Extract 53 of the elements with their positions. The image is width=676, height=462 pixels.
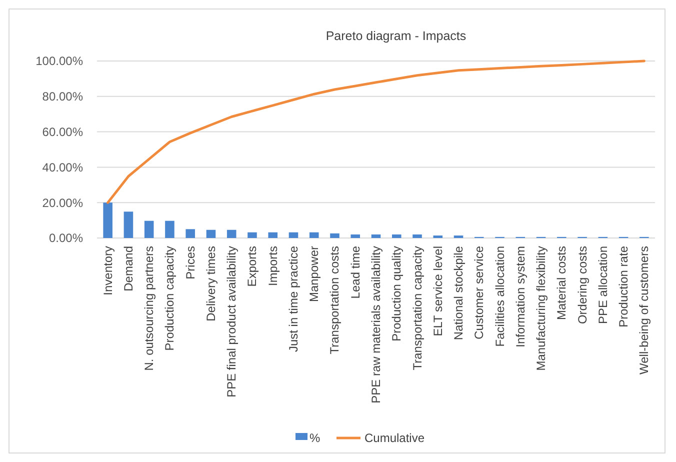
x-tick-label: Demand	[121, 246, 136, 292]
bar	[330, 233, 340, 238]
bar	[392, 234, 402, 238]
bar	[165, 220, 174, 238]
legend-label: Cumulative	[364, 431, 425, 445]
x-tick-label: Transportation costs	[328, 246, 342, 354]
x-tick-label: Inventory	[100, 246, 115, 296]
x-tick-label: Production capacity	[162, 246, 177, 351]
x-tick-label: ELT service level	[430, 246, 445, 336]
bar	[309, 232, 319, 238]
bar	[350, 234, 360, 238]
bar	[186, 229, 195, 238]
x-tick-label: Material costs	[554, 246, 569, 320]
x-tick-label: Manufacturing flexibility	[534, 246, 548, 371]
x-tick-label: Exports	[245, 246, 260, 287]
x-tick-label: Facilities allocation	[492, 246, 507, 347]
bar	[412, 234, 422, 238]
x-tick-label: N. outsourcing partners	[142, 246, 156, 371]
x-tick-label: Customer service	[472, 246, 486, 340]
x-tick-label: PPE final product availability	[224, 246, 239, 398]
bar	[226, 230, 236, 238]
x-tick-label: Ordering costs	[575, 246, 590, 324]
y-tick-label: 20.00%	[42, 196, 84, 210]
chart-title: Pareto diagram - Impacts	[326, 29, 466, 43]
bar	[248, 232, 257, 238]
x-tick-label: Transportation capacity	[410, 246, 424, 370]
y-tick-label: 40.00%	[42, 160, 84, 174]
bar	[144, 220, 154, 238]
bar	[124, 212, 134, 238]
x-tick-label: Production quality	[390, 246, 404, 342]
x-tick-label: Imports	[266, 246, 280, 286]
bar	[268, 232, 278, 238]
x-tick-label: Production rate	[616, 246, 631, 328]
y-tick-label: 0.00%	[48, 231, 84, 246]
x-tick-label: Just in time practice	[286, 246, 300, 352]
x-tick-label: Prices	[183, 246, 198, 280]
x-tick-label: Information system	[513, 246, 528, 348]
y-tick-label: 100.00%	[36, 54, 84, 68]
x-tick-label: Delivery times	[204, 246, 218, 322]
y-tick-label: 60.00%	[42, 125, 84, 139]
x-tick-label: Manpower	[307, 246, 322, 302]
x-tick-label: PPE raw materials availability	[369, 246, 383, 404]
x-tick-label: Well-being of customers	[637, 246, 652, 374]
bar	[103, 202, 112, 238]
bar	[288, 232, 298, 238]
y-tick-label: 80.00%	[42, 90, 84, 104]
line-series	[106, 60, 646, 204]
x-tick-label: National stockpile	[452, 246, 466, 340]
bar	[206, 230, 216, 238]
x-tick-label: PPE allocation	[596, 246, 610, 324]
bar	[371, 234, 381, 238]
legend-label: %	[310, 431, 320, 445]
x-tick-label: Lead time	[348, 246, 362, 299]
